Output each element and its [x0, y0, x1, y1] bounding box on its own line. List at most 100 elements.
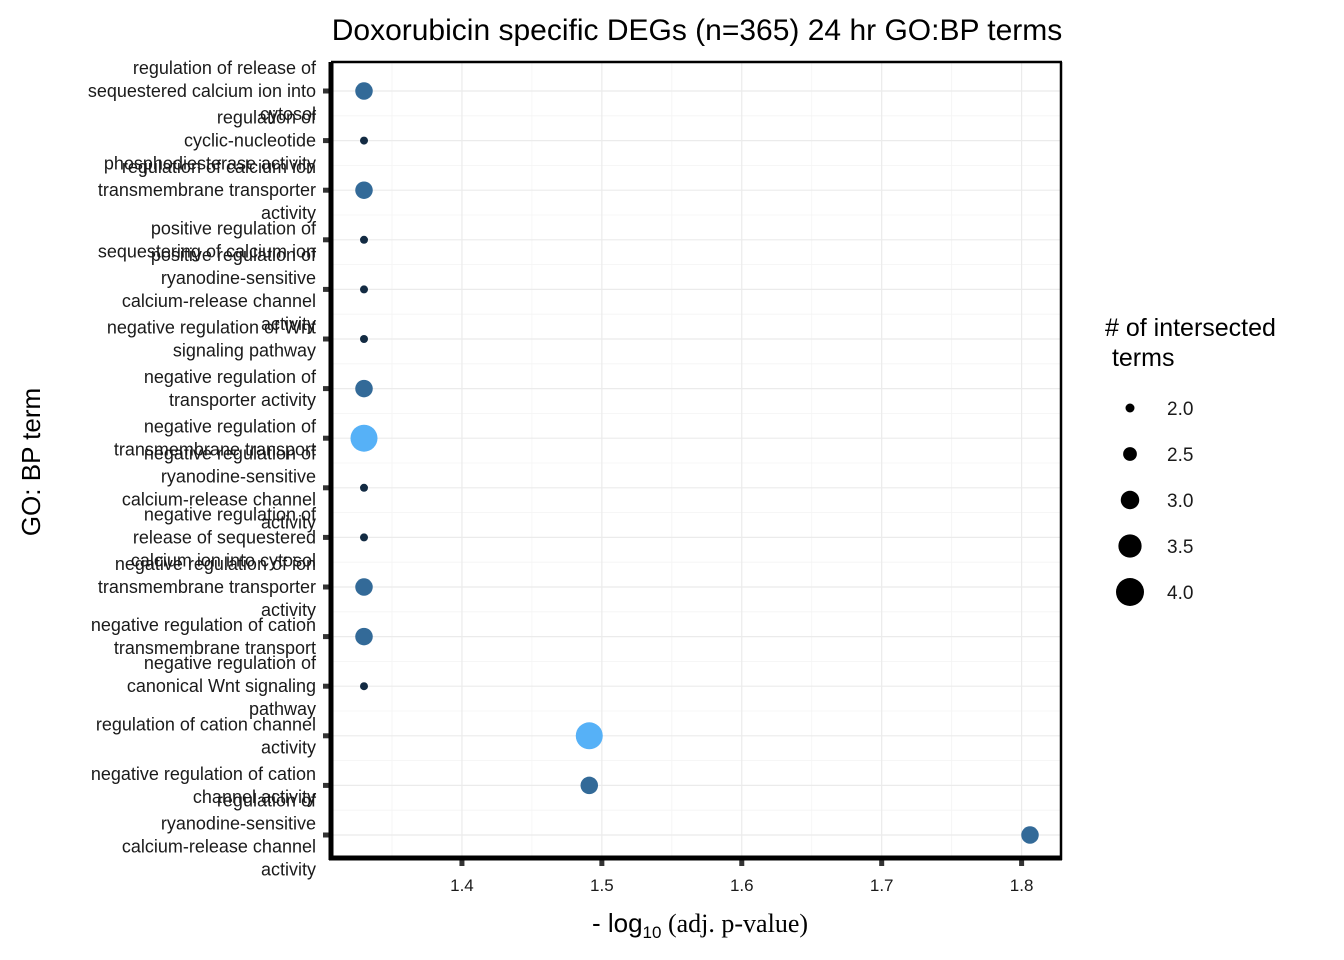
legend-title-line-1: # of intersected: [1105, 314, 1276, 342]
y-tick-label-line: negative regulation of: [144, 653, 317, 673]
legend-label: 3.5: [1167, 537, 1193, 558]
y-tick-label-line: negative regulation of ion: [115, 554, 316, 574]
x-tick-mark: [1019, 858, 1025, 866]
y-tick-label: negative regulation of ion transmembrane …: [98, 554, 316, 620]
y-tick-mark: [323, 634, 331, 640]
y-tick-label-line: canonical Wnt signaling: [127, 676, 316, 696]
legend-label: 2.0: [1167, 399, 1193, 420]
y-tick-mark: [323, 534, 331, 540]
y-tick-label-line: release of sequestered: [133, 527, 316, 547]
x-tick-mark: [879, 858, 885, 866]
legend-dot: [1116, 578, 1144, 606]
y-tick-label-line: regulation of calcium ion: [122, 157, 316, 177]
data-point: [355, 578, 373, 596]
y-tick-mark: [323, 485, 331, 491]
y-tick-label-line: calcium-release channel: [122, 489, 316, 509]
x-axis-title-suffix: (adj. p-value): [661, 909, 808, 938]
y-tick-label: negative regulation of cation transmembra…: [91, 615, 316, 658]
y-tick-label: negative regulation of ryanodine-sensitiv…: [122, 443, 317, 532]
y-tick-mark: [323, 832, 331, 838]
x-tick-label: 1.5: [590, 876, 614, 895]
data-point: [350, 424, 378, 452]
data-point: [360, 682, 368, 691]
data-point: [360, 335, 368, 343]
y-tick-label: negative regulation of Wnt signaling path…: [107, 318, 316, 361]
data-point: [360, 235, 368, 244]
legend-dot: [1125, 403, 1135, 413]
y-tick-label: negative regulation of release of sequest…: [131, 504, 317, 570]
y-tick-label-line: cyclic-nucleotide: [184, 131, 316, 151]
y-tick-label: regulation of cation channel activity: [96, 714, 316, 757]
x-tick-labels: 1.4 1.5 1.6 1.7 1.8: [450, 858, 1033, 895]
y-tick-labels: regulation of release of sequestered calc…: [88, 58, 331, 880]
data-point: [575, 722, 603, 750]
data-point: [360, 285, 368, 294]
legend-label: 2.5: [1167, 445, 1193, 466]
x-axis-title-prefix: - log: [592, 908, 643, 938]
data-point: [355, 379, 373, 398]
legend-dot: [1118, 534, 1142, 558]
y-tick-mark: [323, 435, 331, 441]
y-tick-label-line: ryanodine-sensitive: [161, 466, 316, 486]
y-tick-label-line: negative regulation of cation: [91, 615, 316, 635]
size-legend: # of intersected terms 2.0 2.5 3.0 3.5 4.0: [1105, 314, 1276, 606]
x-tick-label: 1.6: [730, 876, 754, 895]
y-tick-label: positive regulation of sequestering of ca…: [98, 218, 317, 261]
y-tick-label: negative regulation of cation channel act…: [91, 764, 316, 807]
y-tick-label-line: phosphodiesterase activity: [104, 154, 316, 174]
y-tick-label-line: sequestering of calcium ion: [98, 241, 316, 261]
y-tick-label: regulation of calcium ion transmembrane t…: [98, 157, 316, 223]
y-tick-label: regulation of ryanodine-sensitive calcium-…: [122, 791, 317, 880]
y-tick-label: regulation of cyclic-nucleotide phosphodie…: [104, 108, 317, 174]
legend-dot: [1120, 490, 1140, 510]
data-point: [360, 533, 368, 542]
x-tick-mark: [739, 858, 745, 866]
y-tick-label: negative regulation of canonical Wnt sign…: [127, 653, 317, 719]
y-tick-label-line: transmembrane transporter: [98, 180, 316, 200]
y-tick-label-line: transporter activity: [169, 390, 316, 410]
y-tick-mark: [323, 733, 331, 739]
data-point: [355, 627, 373, 646]
y-tick-label-line: activity: [261, 512, 316, 532]
y-axis-title: GO: BP term: [16, 388, 46, 536]
y-tick-label-line: calcium ion into cytosol: [131, 550, 316, 570]
y-tick-mark: [323, 584, 331, 590]
legend-label: 4.0: [1167, 583, 1193, 604]
y-tick-label-line: regulation of cation channel: [96, 714, 316, 734]
chart-title: Doxorubicin specific DEGs (n=365) 24 hr …: [332, 14, 1063, 47]
y-tick-label-line: regulation of release of: [133, 58, 317, 78]
y-tick-mark: [323, 88, 331, 94]
y-tick-label-line: transmembrane transporter: [98, 577, 316, 597]
y-tick-label: regulation of release of sequestered calc…: [88, 58, 317, 124]
data-point: [1021, 826, 1039, 844]
legend-label: 3.0: [1167, 491, 1193, 512]
y-tick-label-line: negative regulation of cation: [91, 764, 316, 784]
y-tick-label-line: positive regulation of: [151, 218, 317, 238]
y-tick-label-line: ryanodine-sensitive: [161, 268, 316, 288]
y-tick-label-line: negative regulation of: [144, 417, 317, 437]
x-tick-mark: [459, 858, 465, 866]
y-tick-label-line: sequestered calcium ion into: [88, 81, 316, 101]
data-point: [355, 82, 373, 100]
y-tick-label: negative regulation of transporter activi…: [144, 367, 317, 410]
data-point: [580, 776, 599, 795]
y-tick-label: positive regulation of ryanodine-sensitiv…: [122, 245, 317, 334]
y-tick-label-line: negative regulation of: [144, 504, 317, 524]
y-tick-label-line: regulation of: [217, 791, 317, 811]
data-point: [355, 181, 373, 199]
y-tick-mark: [323, 386, 331, 392]
y-tick-label: negative regulation of transmembrane tran…: [114, 417, 317, 460]
y-tick-label-line: activity: [261, 860, 316, 880]
y-tick-label-line: negative regulation of Wnt: [107, 318, 316, 338]
legend-dot: [1123, 447, 1137, 461]
legend-items: 2.0 2.5 3.0 3.5 4.0: [1116, 399, 1193, 606]
x-tick-label: 1.4: [450, 876, 474, 895]
legend-title-line-2: terms: [1105, 344, 1174, 372]
y-tick-label-line: activity: [261, 600, 316, 620]
y-tick-label-line: positive regulation of: [151, 245, 317, 265]
y-tick-label-line: signaling pathway: [173, 341, 316, 361]
y-tick-label-line: transmembrane transport: [114, 440, 316, 460]
y-tick-label-line: regulation of: [217, 108, 317, 128]
data-point: [360, 483, 368, 492]
